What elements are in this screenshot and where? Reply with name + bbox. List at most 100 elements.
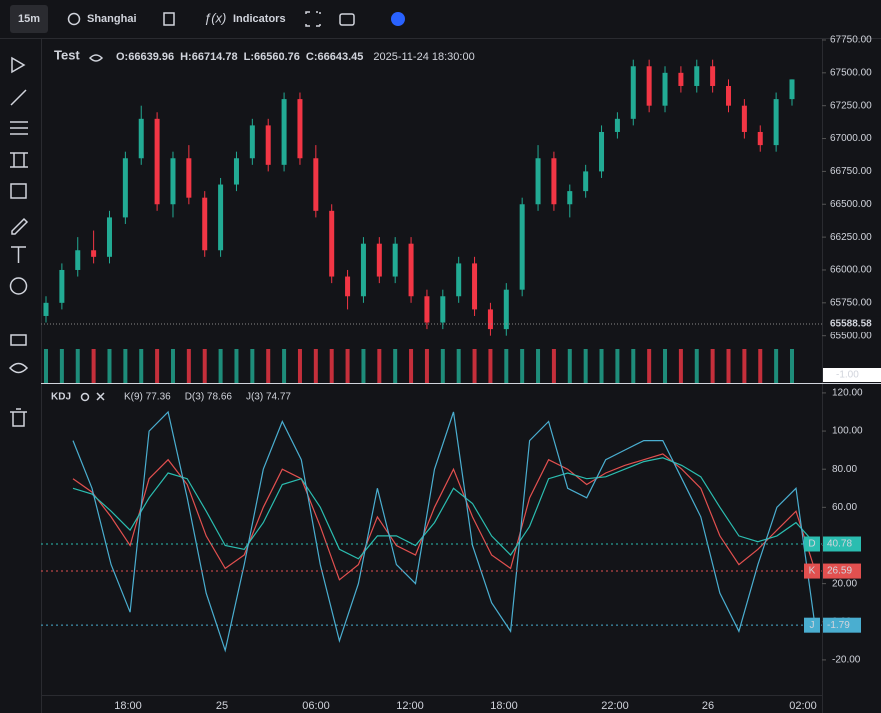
current-box: [823, 536, 861, 552]
lock-tool[interactable]: [10, 334, 27, 346]
volume-bar: [202, 349, 207, 383]
candle-body: [710, 66, 716, 86]
eye-icon[interactable]: [88, 54, 104, 62]
candle-body: [59, 269, 65, 303]
y-tick-label: 60.00: [832, 502, 857, 513]
volume-bar: [186, 349, 191, 383]
x-tick-label: 02:00: [789, 700, 817, 712]
camera-icon[interactable]: [339, 13, 355, 26]
y-tick-label: 65500.00: [830, 330, 872, 341]
volume-bar: [551, 349, 556, 383]
candle-body: [583, 171, 589, 192]
volume-bar: [567, 349, 572, 383]
y-tick-label: 67000.00: [830, 133, 872, 144]
volume-bar: [615, 349, 620, 383]
y-tick-label: 66500.00: [830, 199, 872, 210]
ohlc-label: C:66643.45: [306, 51, 364, 63]
candle-body: [297, 99, 303, 159]
y-tick-label: 67250.00: [830, 100, 872, 111]
candle-body: [472, 263, 478, 310]
candle-body: [122, 158, 128, 218]
interval[interactable]: 15m: [18, 13, 40, 25]
timezone[interactable]: Shanghai: [87, 13, 137, 25]
volume-bar: [790, 349, 794, 383]
current-label: 26.59: [827, 566, 852, 577]
volume-bar: [393, 349, 398, 383]
indicators[interactable]: Indicators: [233, 13, 286, 25]
layout-icon[interactable]: [163, 12, 175, 26]
candle-body: [551, 158, 557, 205]
volume-bar: [536, 349, 541, 383]
candle-body: [43, 302, 49, 316]
candle-body: [646, 66, 652, 106]
volume-bar: [520, 349, 525, 383]
y-tick-label: 80.00: [832, 464, 857, 475]
current-label: 40.78: [827, 539, 852, 550]
candle-body: [186, 158, 192, 198]
candle-body: [694, 66, 700, 86]
candle-body: [519, 204, 525, 290]
legend-entry: D(3) 78.66: [185, 392, 233, 403]
candle-body: [138, 118, 144, 159]
candle-body: [487, 309, 493, 330]
volume-bar: [647, 349, 652, 383]
visibility-tool[interactable]: [8, 362, 29, 374]
close-icon[interactable]: [96, 392, 105, 401]
interval-button[interactable]: [10, 5, 48, 33]
volume-label-box: [823, 368, 881, 382]
y-tick-label: 120.00: [832, 388, 863, 399]
text-tool[interactable]: [11, 246, 26, 263]
candle-body: [218, 184, 224, 251]
delete-tool[interactable]: [10, 408, 27, 427]
x-tick-label: 25: [216, 700, 228, 712]
candle-body: [91, 250, 97, 257]
current-label: -1.79: [827, 620, 850, 631]
volume-bar: [424, 349, 429, 383]
cursor-tool[interactable]: [11, 56, 26, 74]
volume-bar: [250, 349, 255, 383]
candle-body: [757, 131, 763, 146]
volume-bar: [774, 349, 779, 383]
x-tick-label: 12:00: [396, 700, 424, 712]
volume-bar: [694, 349, 699, 383]
brush-tool[interactable]: [11, 217, 29, 235]
legend-entry: K(9) 77.36: [124, 392, 171, 403]
kdj-line: [72, 457, 816, 560]
candle-body: [789, 79, 795, 100]
volume-bar: [599, 349, 604, 383]
channel-tool[interactable]: [10, 152, 28, 168]
candle-body: [154, 118, 160, 205]
settings-icon[interactable]: [80, 392, 90, 402]
volume-bar: [678, 349, 683, 383]
fullscreen-icon[interactable]: [305, 11, 321, 27]
current-badge: [804, 536, 820, 552]
emoji-tool[interactable]: [9, 277, 28, 295]
rect-tool[interactable]: [10, 183, 27, 199]
candle-body: [614, 118, 620, 132]
top-toolbar: [0, 0, 881, 38]
candle-body: [599, 131, 605, 172]
series-short: K: [809, 566, 816, 577]
volume-bar: [329, 349, 334, 383]
volume-bar: [123, 349, 128, 383]
y-tick-label: 66250.00: [830, 232, 872, 243]
fib-tool[interactable]: [10, 121, 28, 135]
candle-body: [567, 191, 573, 205]
clock-icon[interactable]: [67, 12, 81, 26]
fx-icon[interactable]: ƒ(x): [204, 10, 226, 25]
volume-bar: [409, 349, 414, 383]
volume-bar: [282, 349, 287, 383]
y-tick-label: 67750.00: [830, 35, 872, 46]
volume-bar: [710, 349, 715, 383]
y-tick-label: 67500.00: [830, 67, 872, 78]
y-tick-label: 65750.00: [830, 297, 872, 308]
indicator-name: KDJ: [51, 392, 71, 403]
theme-icon[interactable]: [391, 12, 405, 26]
y-tick-label: 66750.00: [830, 166, 872, 177]
candle-body: [440, 296, 446, 323]
x-tick-label: 06:00: [302, 700, 330, 712]
line-tool[interactable]: [10, 89, 27, 106]
volume-bar: [472, 349, 477, 383]
y-tick-label: 66000.00: [830, 265, 872, 276]
